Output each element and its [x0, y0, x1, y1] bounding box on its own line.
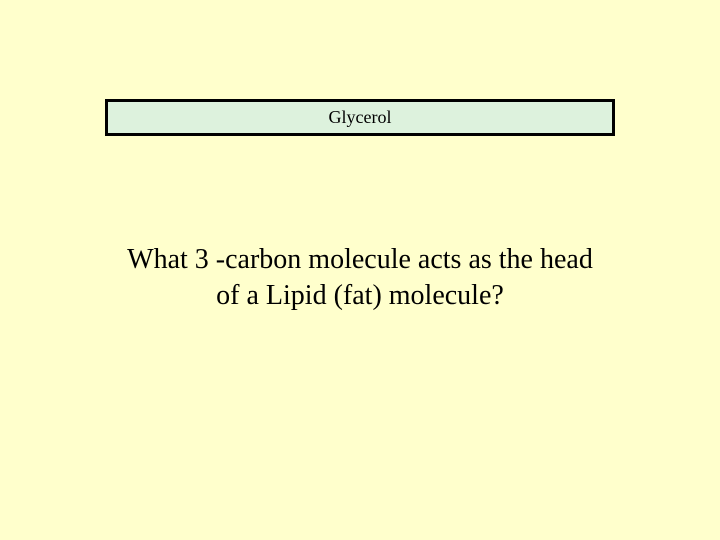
question-line-1: What 3 -carbon molecule acts as the head: [0, 242, 720, 278]
question-line-2: of a Lipid (fat) molecule?: [0, 278, 720, 314]
answer-box: Glycerol: [105, 99, 615, 136]
question-text: What 3 -carbon molecule acts as the head…: [0, 242, 720, 314]
slide: Glycerol What 3 -carbon molecule acts as…: [0, 0, 720, 540]
answer-text: Glycerol: [329, 107, 392, 128]
